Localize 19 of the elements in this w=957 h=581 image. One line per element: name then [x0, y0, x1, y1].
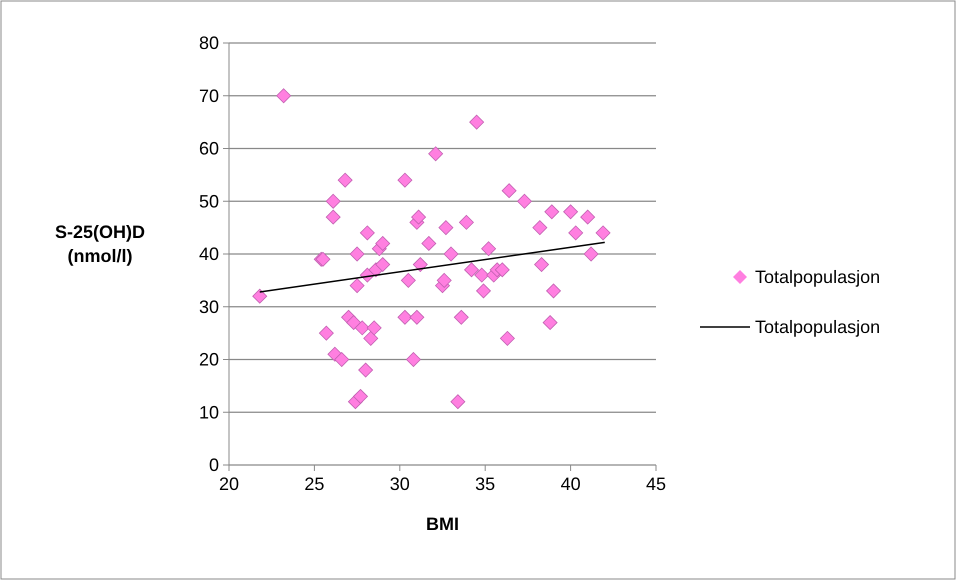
- y-tick-label: 80: [198, 33, 219, 53]
- y-tick-label: 0: [208, 455, 219, 475]
- x-tick-label: 20: [218, 474, 240, 494]
- x-tick-label: 25: [304, 474, 324, 494]
- y-tick-label: 20: [198, 350, 219, 370]
- x-tick-label: 30: [390, 474, 410, 494]
- y-tick-label: 30: [198, 296, 219, 317]
- y-tick-label: 60: [198, 138, 219, 158]
- y-axis-title: S-25(OH)D (nmol/l): [54, 222, 146, 266]
- legend-label: Totalpopulasjon: [755, 267, 880, 287]
- y-tick-label: 40: [198, 244, 219, 264]
- x-tick-label: 40: [560, 474, 581, 494]
- legend-label: Totalpopulasjon: [755, 317, 880, 337]
- x-tick-label: 45: [646, 474, 666, 494]
- y-tick-label: 50: [198, 191, 219, 212]
- x-tick-label: 35: [475, 474, 496, 494]
- y-tick-label: 10: [198, 402, 219, 422]
- y-tick-label: 70: [198, 86, 219, 106]
- x-axis-title: BMI: [426, 514, 459, 534]
